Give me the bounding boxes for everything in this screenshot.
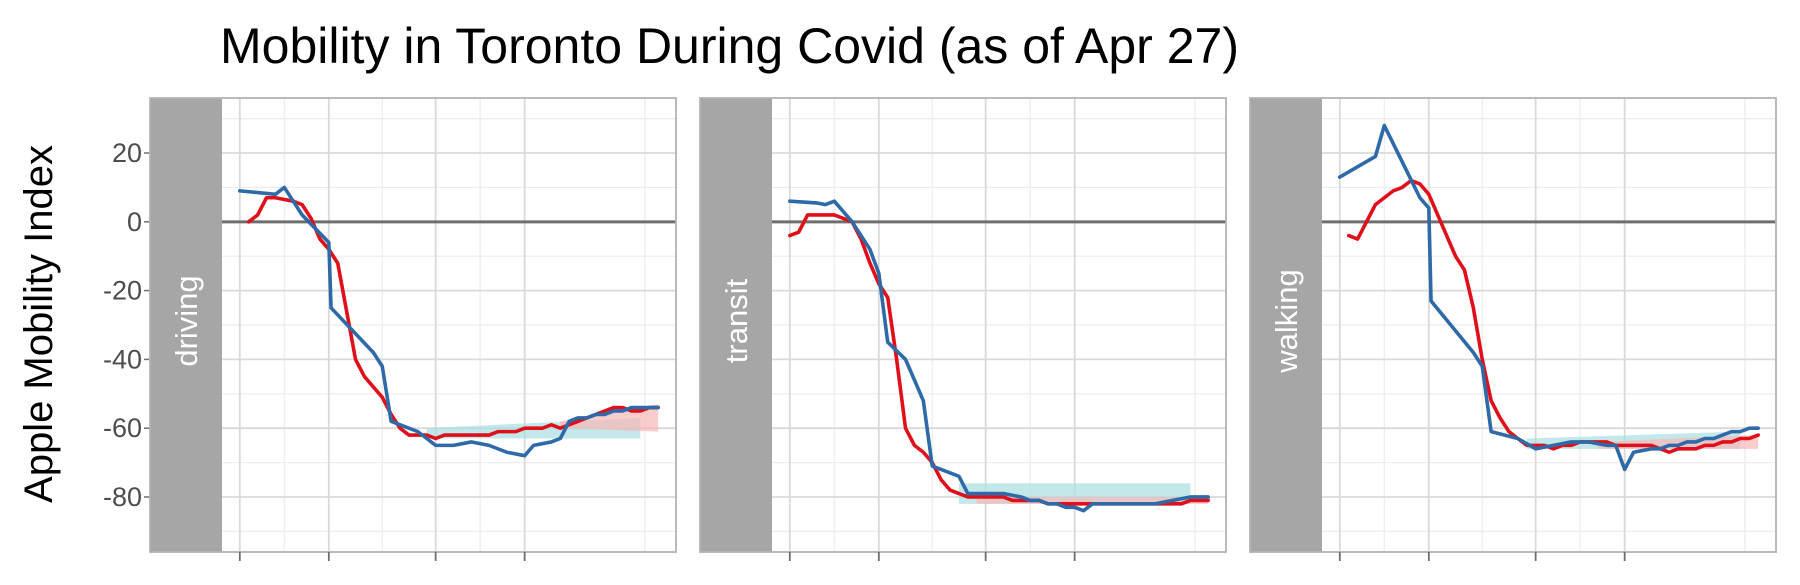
panel-driving: driving xyxy=(149,97,677,561)
blue-series-line xyxy=(1338,123,1760,472)
panel-border xyxy=(699,97,1227,553)
facet-strip xyxy=(150,98,222,552)
facet-label-transit: transit xyxy=(719,278,754,363)
blue-series-line xyxy=(788,199,1210,513)
y-axis-label: Apple Mobility Index xyxy=(17,145,61,503)
red-series-line xyxy=(1346,178,1760,455)
chart-title: Mobility in Toronto During Covid (as of … xyxy=(220,18,1239,74)
blue-series-line xyxy=(238,185,660,458)
panel-transit: transit xyxy=(699,97,1227,561)
facet-label-driving: driving xyxy=(169,275,204,366)
panel-border xyxy=(149,97,677,553)
y-axis-ticks: 20 0 -20 -40 -60 -80 xyxy=(103,138,150,512)
panel-walking: walking xyxy=(1249,97,1777,561)
panel-border xyxy=(1249,97,1777,553)
red-series-line xyxy=(246,195,660,441)
y-tick-label: -40 xyxy=(103,344,142,374)
y-tick-label: -20 xyxy=(103,276,142,306)
y-tick-label: 20 xyxy=(112,138,142,168)
y-tick-label: -80 xyxy=(103,482,142,512)
facet-panels: driving transit walking xyxy=(149,97,1777,561)
facet-label-walking: walking xyxy=(1269,269,1304,373)
facet-strip xyxy=(1250,98,1322,552)
y-tick-label: 0 xyxy=(127,207,142,237)
facet-strip xyxy=(700,98,772,552)
y-tick-label: -60 xyxy=(103,413,142,443)
